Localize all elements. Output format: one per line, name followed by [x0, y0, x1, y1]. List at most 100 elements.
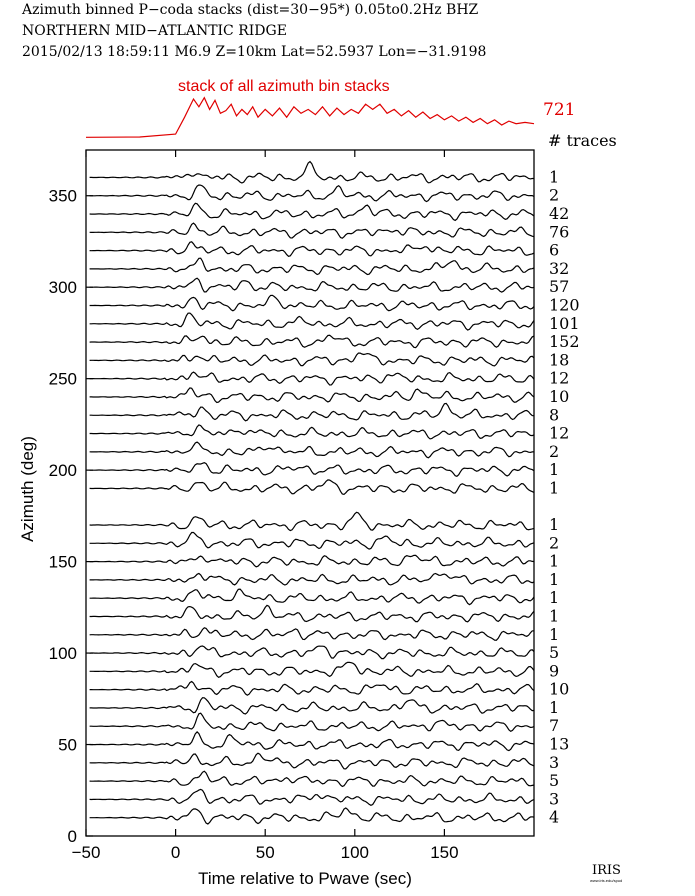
trace-count: 5 — [549, 771, 559, 790]
trace-line — [89, 731, 535, 752]
trace-count: 1 — [549, 606, 559, 625]
trace-count: 2 — [549, 186, 559, 205]
trace-line — [89, 697, 535, 715]
trace-line — [89, 572, 535, 586]
iris-logo-text: IRIS — [592, 863, 621, 878]
trace-line — [89, 441, 535, 459]
stack-trace — [85, 96, 535, 138]
trace-line — [89, 588, 535, 606]
chart-title-line-1: Azimuth binned P−coda stacks (dist=30−95… — [22, 2, 479, 18]
trace-line — [89, 807, 535, 825]
trace-line — [89, 752, 535, 770]
trace-count: 42 — [549, 204, 569, 223]
trace-line — [89, 604, 535, 623]
stack-count: 721 — [543, 100, 575, 120]
trace-line — [89, 661, 535, 678]
trace-line — [89, 788, 535, 806]
stack-panel: stack of all azimuth bin stacks 721 — [85, 78, 575, 138]
trace-line — [89, 294, 535, 312]
x-tick-label: 100 — [341, 843, 369, 862]
trace-line — [89, 352, 535, 367]
trace-line — [89, 712, 535, 733]
trace-line — [89, 770, 535, 788]
x-tick-label: 150 — [430, 843, 458, 862]
trace-line — [89, 627, 535, 641]
trace-count: 1 — [549, 625, 559, 644]
trace-count: 1 — [549, 478, 559, 497]
trace-line — [89, 462, 535, 477]
trace-count: 2 — [549, 442, 559, 461]
y-tick-label: 350 — [49, 187, 77, 206]
trace-count: 10 — [549, 387, 569, 406]
trace-count: 13 — [549, 735, 569, 754]
trace-count: 57 — [549, 277, 569, 296]
trace-stack — [89, 160, 535, 825]
trace-count: 2 — [549, 533, 559, 552]
trace-line — [89, 531, 535, 550]
y-tick-label: 250 — [49, 370, 77, 389]
x-tick-label: 0 — [171, 843, 180, 862]
trace-count: 6 — [549, 241, 559, 260]
trace-count: 1 — [549, 460, 559, 479]
trace-line — [89, 202, 535, 222]
y-tick-label: 50 — [58, 736, 77, 755]
trace-count: 152 — [549, 332, 580, 351]
trace-count: 101 — [549, 314, 580, 333]
trace-count-header: # traces — [548, 131, 617, 150]
trace-count: 4 — [549, 808, 559, 827]
trace-line — [89, 160, 534, 184]
x-tick-label: 50 — [256, 843, 275, 862]
trace-count: 3 — [549, 789, 559, 808]
trace-count: 9 — [549, 661, 559, 680]
y-tick-label: 300 — [49, 278, 77, 297]
trace-line — [89, 371, 535, 386]
trace-count: 3 — [549, 753, 559, 772]
trace-count: 12 — [549, 424, 569, 443]
trace-line — [89, 277, 535, 293]
trace-counts: 1242766325712010115218121081221112111115… — [549, 167, 580, 826]
y-tick-label: 150 — [49, 553, 77, 572]
trace-count: 1 — [549, 167, 559, 186]
trace-line — [89, 680, 535, 696]
trace-line — [89, 257, 535, 276]
trace-line — [89, 645, 535, 660]
trace-count: 1 — [549, 515, 559, 534]
trace-count: 76 — [549, 222, 569, 241]
trace-line — [89, 424, 535, 440]
y-tick-label: 100 — [49, 644, 77, 663]
x-axis-title: Time relative to Pwave (sec) — [198, 869, 412, 888]
y-tick-label: 0 — [68, 827, 77, 846]
trace-count: 1 — [549, 552, 559, 571]
trace-line — [89, 222, 535, 239]
trace-count: 1 — [549, 588, 559, 607]
x-tick-label: −50 — [72, 843, 101, 862]
trace-count: 18 — [549, 350, 569, 369]
y-axis-title: Azimuth (deg) — [18, 436, 37, 542]
iris-logo-url: www.iris.edu/spud — [590, 878, 622, 883]
chart-title-line-3: 2015/02/13 18:59:11 M6.9 Z=10km Lat=52.5… — [22, 44, 487, 60]
trace-line — [89, 511, 535, 532]
trace-count: 1 — [549, 698, 559, 717]
trace-count: 8 — [549, 405, 559, 424]
trace-count: 32 — [549, 259, 569, 278]
iris-logo: IRIS www.iris.edu/spud — [590, 863, 622, 883]
trace-line — [89, 184, 535, 203]
trace-count: 7 — [549, 716, 559, 735]
trace-count: 120 — [549, 295, 580, 314]
trace-count: 10 — [549, 680, 569, 699]
trace-line — [89, 387, 535, 404]
trace-line — [89, 312, 535, 331]
trace-count: 12 — [549, 369, 569, 388]
trace-line — [89, 334, 535, 349]
trace-line — [89, 402, 535, 422]
chart-title-line-2: NORTHERN MID−ATLANTIC RIDGE — [22, 23, 287, 39]
trace-line — [89, 554, 535, 568]
trace-count: 5 — [549, 643, 559, 662]
y-tick-label: 200 — [49, 461, 77, 480]
trace-line — [89, 241, 535, 257]
stack-title: stack of all azimuth bin stacks — [178, 78, 390, 95]
trace-line — [89, 479, 535, 496]
trace-count: 1 — [549, 570, 559, 589]
